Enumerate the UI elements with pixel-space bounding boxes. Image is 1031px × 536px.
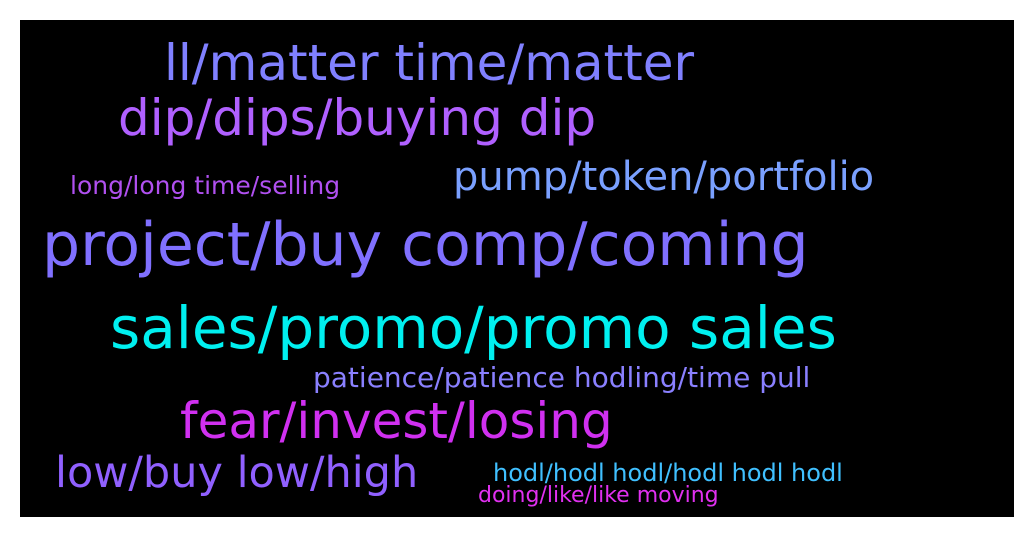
cloud-word: fear/invest/losing <box>180 392 613 450</box>
cloud-word: dip/dips/buying dip <box>118 89 597 147</box>
cloud-word: hodl/hodl hodl/hodl hodl hodl <box>493 459 843 487</box>
cloud-word: ll/matter time/matter <box>164 34 695 92</box>
word-cloud: ll/matter time/matter dip/dips/buying di… <box>20 20 1014 517</box>
cloud-word: doing/like/like moving <box>478 483 719 508</box>
cloud-word: low/buy low/high <box>55 448 419 498</box>
cloud-word: sales/promo/promo sales <box>110 294 837 362</box>
cloud-word: project/buy comp/coming <box>42 210 809 280</box>
cloud-word: long/long time/selling <box>70 171 341 200</box>
cloud-word: patience/patience hodling/time pull <box>313 361 811 394</box>
cloud-word: pump/token/portfolio <box>453 154 875 200</box>
